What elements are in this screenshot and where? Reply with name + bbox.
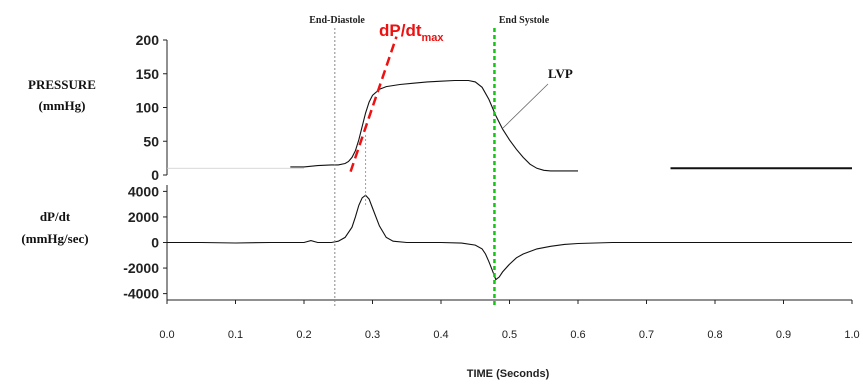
- tangent-label: dP/dtmax: [379, 21, 444, 44]
- end-diastole-label: End-Diastole: [309, 15, 365, 26]
- x-tick-label-7: 0.7: [639, 329, 654, 341]
- y-tick-label-1-4: 4000: [128, 183, 159, 199]
- series-line-0-0: [290, 79, 578, 172]
- x-tick-label-5: 0.5: [502, 329, 517, 341]
- x-tick-label-6: 0.6: [570, 329, 585, 341]
- y-tick-label-0-2: 100: [136, 100, 160, 116]
- tangent-line: [349, 36, 398, 173]
- plot-layer: 0 50 100 150 200 -4000 -2000 0 2000 4000 0.0 0.1 0.2…: [123, 28, 860, 341]
- end-systole-label: End Systole: [499, 15, 550, 26]
- y-tick-label-1-2: 0: [151, 235, 159, 251]
- tangent-label-sub: max: [422, 32, 445, 44]
- dpdt-ylabel-line2: (mmHg/sec): [21, 231, 88, 246]
- lvp-label: LVP: [548, 66, 573, 81]
- y-tick-label-0-4: 200: [136, 32, 160, 48]
- x-tick-label-2: 0.2: [296, 329, 311, 341]
- x-axis-label: TIME (Seconds): [467, 368, 550, 380]
- x-tick-label-3: 0.3: [365, 329, 380, 341]
- x-tick-label-10: 1.0: [844, 329, 859, 341]
- dpdt-ylabel-line1: dP/dt: [40, 209, 71, 224]
- series-line-1-0: [167, 194, 852, 281]
- y-tick-label-0-1: 50: [143, 133, 159, 149]
- x-tick-label-8: 0.8: [707, 329, 722, 341]
- x-tick-label-0: 0.0: [159, 329, 174, 341]
- y-tick-label-1-3: 2000: [128, 209, 159, 225]
- x-tick-label-4: 0.4: [433, 329, 448, 341]
- pressure-ylabel-line1: PRESSURE: [28, 77, 96, 92]
- tangent-label-main: dP/dt: [379, 21, 422, 40]
- y-tick-label-1-1: -2000: [123, 260, 159, 276]
- y-tick-label-0-0: 0: [151, 167, 159, 183]
- y-tick-label-1-0: -4000: [123, 286, 159, 302]
- pressure-ylabel-line2: (mmHg): [39, 98, 86, 113]
- y-tick-label-0-3: 150: [136, 66, 160, 82]
- x-tick-label-9: 0.9: [776, 329, 791, 341]
- x-tick-label-1: 0.1: [228, 329, 243, 341]
- lvp-pointer-line: [502, 83, 549, 129]
